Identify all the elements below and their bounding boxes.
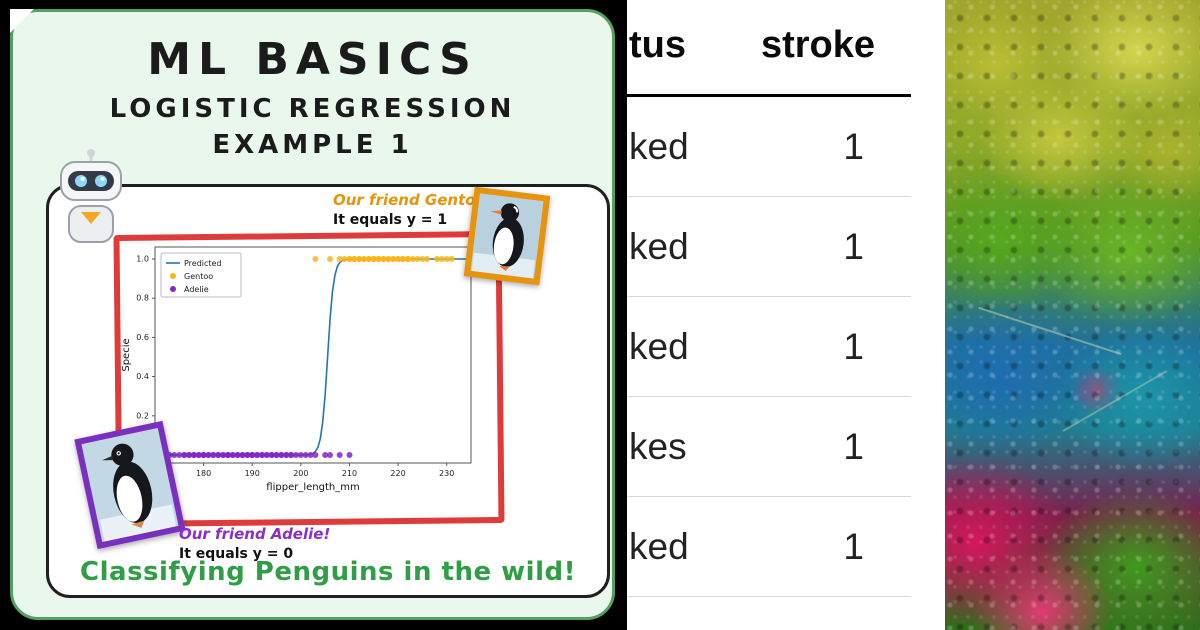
- svg-text:190: 190: [245, 469, 260, 478]
- chart-panel: 0.2 0.4 0.6 0.8 1.0 180 190 200 210 220 230 flipper…: [46, 184, 610, 598]
- svg-text:1.0: 1.0: [136, 255, 149, 264]
- row-value: 1: [843, 425, 864, 467]
- row-value: 1: [843, 225, 864, 267]
- gentoo-annotation: Our friend Gentoo! It equals y = 1: [333, 191, 493, 229]
- table-rows: ked 1 ked 1 ked 1 kes 1 ked 1: [627, 97, 911, 597]
- row-value: 1: [843, 125, 864, 167]
- adelie-annotation: Our friend Adelie! It equals y = 0: [179, 525, 330, 563]
- page-subtitle: LOGISTIC REGRESSION: [109, 94, 516, 124]
- page-title: ML BASICS: [147, 34, 478, 85]
- adelie-annotation-title: Our friend Adelie!: [179, 525, 331, 543]
- header-status: tus: [629, 24, 686, 66]
- svg-text:0.2: 0.2: [136, 411, 149, 420]
- flowers-photo: [945, 0, 1200, 630]
- svg-text:Specie: Specie: [121, 338, 132, 371]
- ml-basics-card: ML BASICS LOGISTIC REGRESSION EXAMPLE 1: [10, 9, 615, 620]
- row-value: 1: [843, 525, 864, 567]
- svg-text:0.8: 0.8: [136, 294, 149, 303]
- table-row: ked 1: [627, 197, 911, 297]
- svg-text:200: 200: [293, 469, 308, 478]
- row-label: ked: [629, 125, 689, 167]
- svg-text:Adelie: Adelie: [184, 285, 209, 294]
- gentoo-annotation-value: It equals y = 1: [333, 211, 448, 228]
- table-header: tus stroke: [627, 24, 911, 67]
- adelie-annotation-value: It equals y = 0: [179, 545, 294, 562]
- page-subtitle-2: EXAMPLE 1: [212, 130, 413, 160]
- row-label: ked: [629, 525, 689, 567]
- svg-text:0.6: 0.6: [136, 333, 149, 342]
- svg-text:180: 180: [196, 469, 211, 478]
- svg-text:0.4: 0.4: [136, 372, 149, 381]
- logistic-regression-chart: 0.2 0.4 0.6 0.8 1.0 180 190 200 210 220 230 flipper…: [119, 233, 499, 502]
- gentoo-photo: [463, 186, 551, 286]
- ml-basics-section: ML BASICS LOGISTIC REGRESSION EXAMPLE 1: [0, 0, 627, 630]
- gentoo-annotation-title: Our friend Gentoo!: [333, 191, 493, 209]
- svg-text:210: 210: [342, 469, 357, 478]
- svg-text:230: 230: [439, 469, 454, 478]
- row-label: ked: [629, 325, 689, 367]
- svg-text:220: 220: [390, 469, 405, 478]
- robot-icon: [51, 146, 131, 260]
- header-stroke: stroke: [760, 24, 875, 66]
- table-row: ked 1: [627, 497, 911, 597]
- row-label: ked: [629, 225, 689, 267]
- flowers-texture: [945, 0, 1200, 630]
- svg-text:Predicted: Predicted: [184, 259, 222, 268]
- table-row: ked 1: [627, 97, 911, 197]
- card-footer-text: Classifying Penguins in the wild!: [80, 557, 576, 587]
- table-panel: tus stroke ked 1 ked 1 ked 1 kes 1 ked: [627, 0, 945, 630]
- svg-text:Gentoo: Gentoo: [184, 272, 213, 281]
- table-row: ked 1: [627, 297, 911, 397]
- svg-text:flipper_length_mm: flipper_length_mm: [266, 482, 359, 493]
- corner-fold: [10, 9, 34, 33]
- header-divider: [627, 94, 911, 97]
- adelie-photo: [74, 420, 186, 550]
- table-row: kes 1: [627, 397, 911, 497]
- row-value: 1: [843, 325, 864, 367]
- row-label: kes: [629, 425, 687, 467]
